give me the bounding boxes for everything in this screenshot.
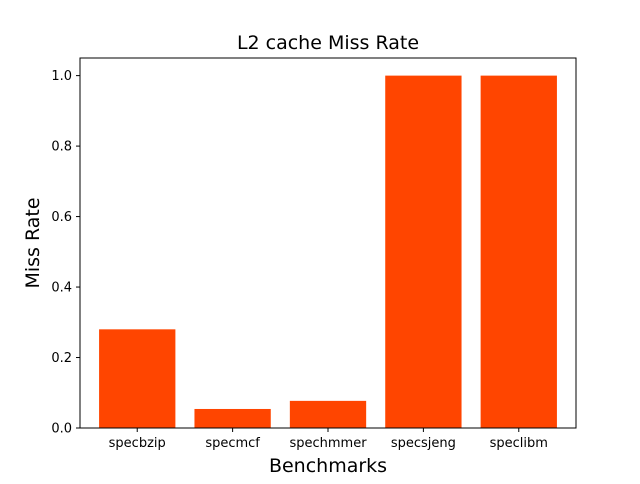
x-tick-label: specmcf [205, 436, 260, 451]
y-tick-label: 1.0 [51, 69, 72, 84]
bar-specbzip [99, 329, 176, 428]
x-ticks: specbzip specmcf spechmmer specsjeng speclib… [109, 428, 548, 451]
y-ticks: 0.0 0.2 0.4 0.6 0.8 1.0 [51, 69, 80, 437]
y-axis-label: Miss Rate [22, 197, 44, 288]
bar-speclibm [480, 75, 557, 429]
x-tick-label: specsjeng [391, 436, 456, 451]
y-tick-label: 0.6 [51, 210, 72, 225]
bar-specsjeng [385, 75, 462, 429]
y-tick-label: 0.2 [51, 351, 72, 366]
x-axis-label: Benchmarks [269, 455, 387, 477]
plot-frame [79, 57, 577, 429]
bar-spechmmer [289, 400, 367, 428]
bar-specmcf [194, 408, 271, 428]
x-tick-label: spechmmer [289, 436, 367, 451]
x-tick-label: specbzip [109, 436, 166, 451]
y-tick-label: 0.8 [51, 140, 72, 155]
y-tick-label: 0.4 [51, 281, 72, 296]
chart-title: L2 cache Miss Rate [237, 32, 419, 54]
bars-layer [99, 75, 557, 429]
y-tick-label: 0.0 [51, 422, 72, 437]
x-tick-label: speclibm [490, 436, 548, 451]
